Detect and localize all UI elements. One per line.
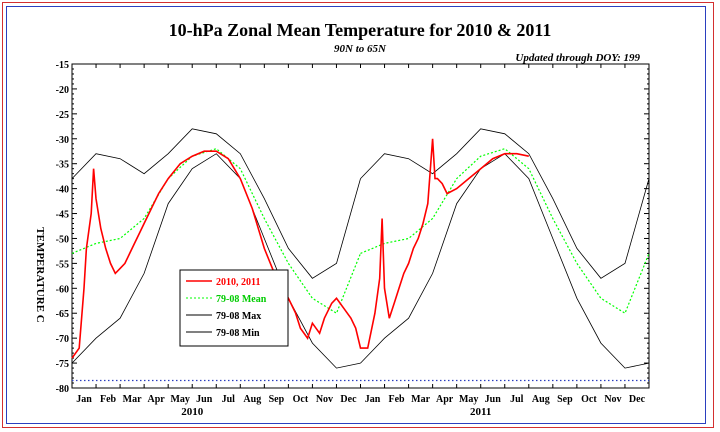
x-tick-label: Jul [222, 394, 236, 405]
y-tick-label: -45 [56, 210, 69, 221]
y-tick-label: -35 [56, 160, 69, 171]
inner-frame [6, 6, 706, 424]
y-tick-label: -65 [56, 309, 69, 320]
x-tick-label: Apr [148, 394, 166, 405]
x-tick-label: May [170, 394, 189, 405]
x-tick-label: Feb [100, 394, 117, 405]
y-tick-label: -25 [56, 110, 69, 121]
legend-label: 79-08 Min [216, 328, 260, 339]
x-tick-label: Sep [557, 394, 573, 405]
x-tick-label: Jun [196, 394, 213, 405]
plot-frame [71, 63, 650, 389]
x-tick-label: Apr [436, 394, 454, 405]
x-tick-label: Jan [76, 394, 92, 405]
y-tick-label: -20 [56, 85, 69, 96]
y-tick-label: -60 [56, 284, 69, 295]
y-tick-label: -75 [56, 359, 69, 370]
x-tick-label: Feb [389, 394, 406, 405]
series-min-line [71, 153, 361, 369]
y-tick-label: -15 [56, 60, 69, 71]
x-tick-label: Nov [316, 394, 333, 405]
x-tick-label: Oct [293, 394, 309, 405]
x-tick-label: Nov [604, 394, 621, 405]
chart-subtitle: 90N to 65N [334, 43, 387, 55]
x-tick-label: Oct [581, 394, 597, 405]
y-tick-label: -55 [56, 259, 69, 270]
x-tick-label: Mar [411, 394, 430, 405]
x-tick-label: Jun [485, 394, 502, 405]
x-tick-label: Aug [243, 394, 261, 405]
x-year-label: 2011 [470, 406, 491, 418]
legend-label: 79-08 Max [216, 311, 261, 322]
legend: 2010, 2011 79-08 Mean 79-08 Max 79-08 Min [179, 269, 289, 347]
x-tick-label: Dec [340, 394, 357, 405]
series-max-line [360, 128, 650, 279]
outer-frame [2, 2, 714, 428]
series-mean-line [360, 148, 650, 315]
x-tick-label: Sep [269, 394, 285, 405]
x-tick-label: Jul [510, 394, 524, 405]
x-tick-label: Aug [532, 394, 550, 405]
x-tick-label: Dec [629, 394, 646, 405]
legend-label: 79-08 Mean [216, 294, 267, 305]
x-tick-label: May [459, 394, 478, 405]
y-axis-label: TEMPERATURE C [34, 227, 46, 322]
x-tick-label: Mar [123, 394, 142, 405]
x-tick-label: Jan [365, 394, 381, 405]
y-tick-label: -50 [56, 234, 69, 245]
series-min-line [360, 153, 650, 369]
chart-title: 10-hPa Zonal Mean Temperature for 2010 &… [169, 20, 552, 40]
series-max-line [71, 128, 361, 279]
x-year-label: 2010 [181, 406, 204, 418]
y-tick-label: -70 [56, 334, 69, 345]
plot-area: -15 -20 -25 -30 -35 -40 -45 -50 -55 -60 -65 -70 -75 -… [56, 60, 650, 418]
legend-label: 2010, 2011 [216, 277, 260, 288]
series-observed-line [71, 138, 529, 359]
update-note: Updated through DOY: 199 [515, 52, 640, 64]
legend-box [179, 269, 289, 347]
y-tick-label: -80 [56, 384, 69, 395]
y-tick-label: -40 [56, 185, 69, 196]
y-tick-label: -30 [56, 135, 69, 146]
